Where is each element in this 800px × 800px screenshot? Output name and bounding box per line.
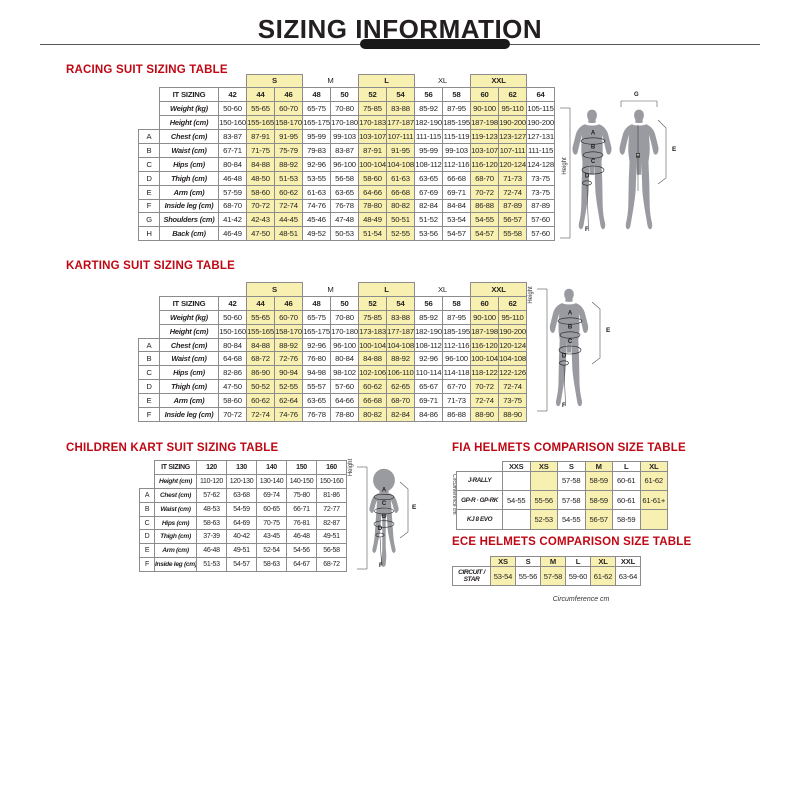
svg-text:B: B xyxy=(382,514,387,520)
svg-text:A: A xyxy=(591,131,596,137)
svg-text:H: H xyxy=(636,152,639,157)
svg-text:D: D xyxy=(378,526,383,532)
svg-text:B: B xyxy=(568,325,573,331)
svg-text:C: C xyxy=(568,339,573,345)
svg-text:A: A xyxy=(568,311,573,317)
svg-text:C: C xyxy=(382,501,387,507)
svg-text:D: D xyxy=(562,354,567,360)
svg-text:D: D xyxy=(585,174,590,180)
svg-text:A: A xyxy=(382,488,387,494)
svg-text:C: C xyxy=(591,159,596,165)
svg-text:B: B xyxy=(591,145,596,151)
